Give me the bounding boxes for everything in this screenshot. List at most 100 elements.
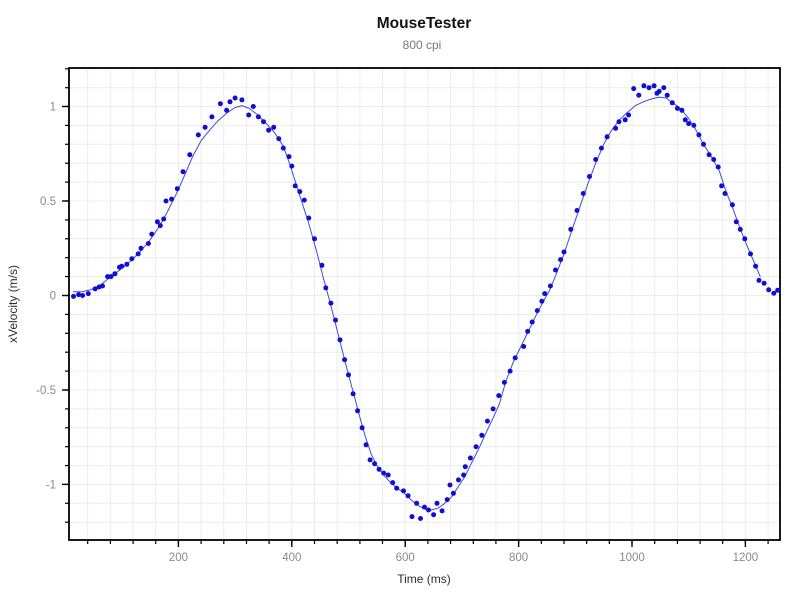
- data-point: [276, 136, 282, 142]
- data-points: [71, 83, 781, 521]
- x-tick-label: 800: [509, 552, 528, 564]
- data-point: [674, 105, 680, 111]
- data-point: [561, 249, 567, 255]
- data-point: [195, 132, 201, 138]
- x-tick-label: 400: [282, 552, 301, 564]
- data-point: [439, 508, 445, 514]
- data-point: [342, 357, 348, 363]
- x-tick-label: 600: [396, 552, 415, 564]
- data-point: [450, 490, 456, 496]
- data-point: [462, 464, 468, 470]
- data-point: [525, 328, 531, 334]
- data-point: [701, 141, 706, 147]
- x-tick-label: 1000: [619, 552, 645, 564]
- data-point: [246, 112, 252, 118]
- data-point: [271, 124, 277, 130]
- data-point: [145, 241, 151, 246]
- data-point: [323, 285, 329, 291]
- data-point: [394, 485, 400, 491]
- data-point: [574, 208, 580, 213]
- data-point: [598, 145, 604, 151]
- data-point: [266, 127, 272, 133]
- y-tick-label: -1: [46, 479, 56, 491]
- data-point: [669, 100, 675, 106]
- y-tick-label: 0: [50, 291, 56, 303]
- data-point: [289, 163, 295, 169]
- data-point: [521, 344, 527, 349]
- data-point: [286, 154, 292, 160]
- data-point: [227, 99, 233, 105]
- data-point: [484, 418, 490, 424]
- data-point: [467, 455, 473, 461]
- y-tick-labels: -1 -0.5 0 0.5 1: [36, 102, 56, 492]
- data-point: [217, 101, 223, 107]
- data-point: [775, 287, 781, 293]
- data-point: [580, 191, 586, 196]
- data-point: [312, 236, 317, 242]
- data-point: [80, 293, 86, 298]
- data-point: [622, 117, 628, 123]
- data-point: [138, 245, 144, 251]
- data-point: [359, 425, 365, 431]
- chart-title: MouseTester: [377, 15, 471, 32]
- data-point: [202, 124, 208, 130]
- data-point: [239, 97, 245, 103]
- y-tick-label: -0.5: [36, 385, 56, 397]
- data-point: [593, 157, 599, 162]
- data-point: [748, 251, 753, 257]
- data-point: [434, 500, 440, 506]
- data-point: [355, 408, 361, 414]
- data-point: [261, 119, 266, 125]
- data-point: [496, 393, 502, 399]
- data-point: [456, 477, 461, 483]
- data-point: [187, 152, 193, 158]
- x-axis-ticks: [87, 540, 769, 547]
- plot-border: [68, 67, 781, 541]
- data-point: [656, 88, 662, 94]
- data-point: [553, 267, 558, 273]
- data-point: [297, 189, 303, 195]
- data-point: [490, 406, 496, 412]
- data-point: [163, 198, 169, 204]
- data-point: [209, 114, 215, 120]
- data-point: [112, 271, 118, 277]
- data-point: [547, 283, 553, 289]
- data-point: [169, 196, 175, 202]
- data-point: [737, 226, 743, 232]
- data-point: [161, 216, 167, 222]
- data-point: [771, 290, 777, 296]
- data-point: [390, 480, 396, 486]
- data-point: [742, 236, 748, 242]
- data-point: [135, 251, 141, 257]
- data-point: [512, 355, 518, 361]
- data-point: [646, 85, 652, 91]
- data-point: [613, 125, 619, 131]
- data-point: [301, 197, 307, 203]
- data-point: [626, 112, 632, 118]
- y-tick-label: 0.5: [40, 196, 56, 208]
- data-point: [431, 512, 437, 518]
- data-point: [719, 183, 725, 189]
- data-point: [761, 280, 767, 286]
- data-point: [328, 300, 334, 306]
- data-point: [409, 514, 415, 520]
- data-point: [711, 157, 717, 162]
- data-point: [414, 500, 420, 506]
- data-point: [422, 504, 427, 510]
- data-point: [224, 107, 230, 113]
- data-point: [385, 472, 391, 478]
- data-point: [473, 444, 479, 450]
- data-point: [418, 516, 423, 521]
- data-point: [529, 319, 535, 325]
- data-point: [333, 317, 338, 323]
- data-point: [119, 263, 125, 269]
- data-point: [372, 461, 378, 467]
- grid: [69, 68, 780, 540]
- data-point: [405, 493, 411, 499]
- data-point: [232, 95, 238, 101]
- data-point: [756, 277, 762, 283]
- data-point: [292, 183, 298, 189]
- data-point: [696, 132, 702, 138]
- y-axis-label: xVelocity (m/s): [6, 265, 20, 343]
- y-axis-ticks: [62, 68, 69, 523]
